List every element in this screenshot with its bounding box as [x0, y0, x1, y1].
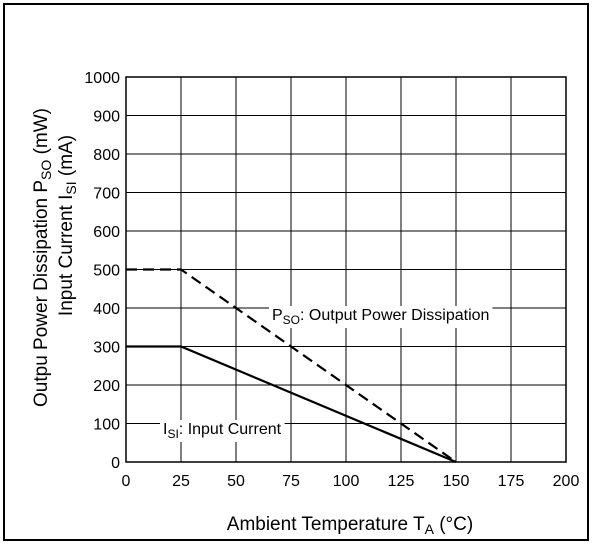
x-tick-label: 150 — [443, 473, 470, 490]
y-tick-label: 700 — [93, 186, 120, 203]
y-axis-label-line2-unit: (mA) — [56, 135, 77, 181]
x-tick-labels: 0 25 50 75 100 125 150 175 200 — [122, 473, 580, 490]
x-tick-label: 175 — [498, 473, 525, 490]
y-axis-label-line2-main: Input Current I — [56, 195, 77, 316]
y-tick-label: 300 — [93, 340, 120, 357]
x-tick-label: 125 — [388, 473, 415, 490]
annotation-isi-main: I — [163, 421, 167, 438]
x-axis-label-sub: A — [425, 521, 435, 537]
y-tick-label: 800 — [93, 147, 120, 164]
x-tick-label: 100 — [333, 473, 360, 490]
annotation-pso-main: P — [272, 307, 283, 324]
y-tick-label: 200 — [93, 378, 120, 395]
chart-frame — [3, 3, 589, 541]
y-axis-label-line1-sub: SO — [38, 160, 54, 180]
annotation-isi-rest: : Input Current — [179, 421, 282, 438]
annotation-pso-background — [269, 306, 493, 328]
y-tick-labels: 0 100 200 300 400 500 600 700 800 900 1000 — [84, 70, 120, 472]
y-axis-label-line1-unit: (mW) — [31, 108, 52, 160]
series-line-pso — [126, 268, 457, 463]
annotation-isi-background — [160, 420, 285, 442]
annotation-pso-rest: : Output Power Dissipation — [300, 307, 489, 324]
x-axis-label-main: Ambient Temperature T — [227, 514, 425, 535]
x-tick-label: 25 — [172, 473, 190, 490]
x-tick-label: 0 — [122, 473, 131, 490]
annotation-isi-sub: SI — [167, 427, 178, 441]
y-tick-label: 500 — [93, 263, 120, 280]
y-tick-label: 1000 — [84, 70, 120, 87]
y-axis-label-line2: Input Current ISI (mA) — [56, 135, 79, 316]
y-tick-label: 100 — [93, 417, 120, 434]
annotation-pso-sub: SO — [283, 313, 300, 327]
x-tick-label: 75 — [282, 473, 300, 490]
series-line-isi — [126, 345, 457, 464]
x-tick-label: 50 — [227, 473, 245, 490]
annotation-isi: ISI: Input Current — [163, 421, 282, 441]
y-tick-label: 900 — [93, 109, 120, 126]
x-axis-label-unit: (°C) — [434, 514, 473, 535]
annotation-pso: PSO: Output Power Dissipation — [272, 307, 489, 327]
series-lines — [126, 268, 457, 464]
y-tick-label: 600 — [93, 224, 120, 241]
y-axis-label-line1-main: Outpu Power Dissipation P — [31, 180, 52, 407]
y-tick-label: 0 — [111, 455, 120, 472]
grid-lines — [125, 76, 567, 463]
x-tick-label: 200 — [553, 473, 580, 490]
y-tick-label: 400 — [93, 301, 120, 318]
x-axis-label: Ambient Temperature TA (°C) — [227, 514, 473, 537]
y-axis-label-line2-sub: SI — [63, 181, 79, 194]
y-axis-label-line1: Outpu Power Dissipation PSO (mW) — [31, 108, 54, 407]
